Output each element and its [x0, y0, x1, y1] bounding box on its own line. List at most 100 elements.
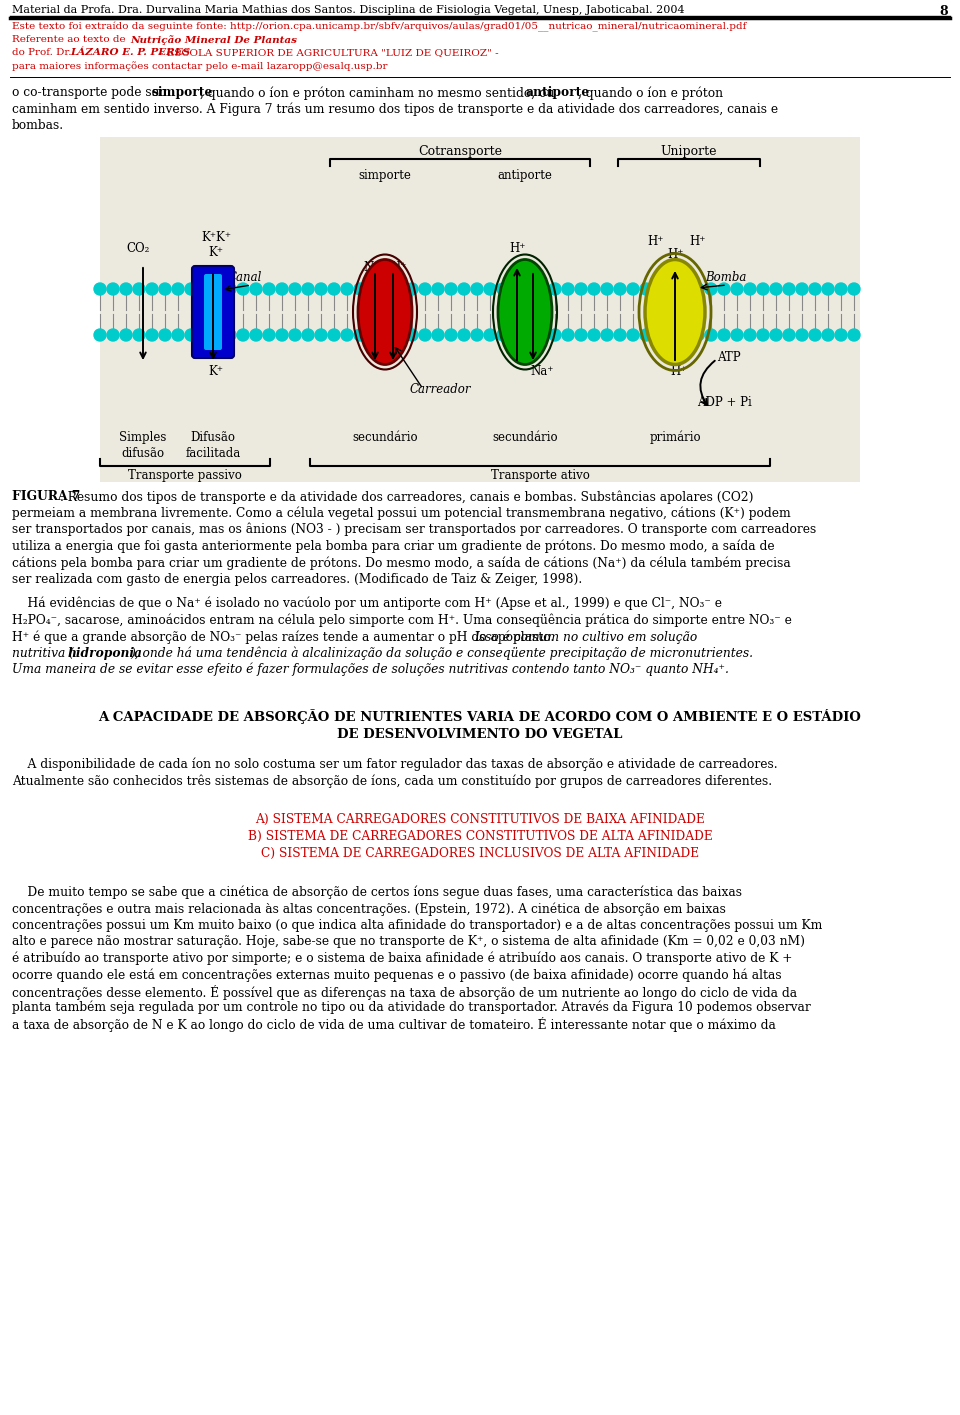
Circle shape	[744, 283, 756, 294]
Circle shape	[133, 330, 145, 341]
Text: ser transportados por canais, mas os ânions (NO3 - ) precisam ser transportados : ser transportados por canais, mas os âni…	[12, 524, 816, 536]
Circle shape	[419, 283, 431, 294]
Text: H⁺: H⁺	[509, 242, 525, 255]
Circle shape	[107, 330, 119, 341]
Text: concentrações desse elemento. É possível que as diferenças na taxa de absorção d: concentrações desse elemento. É possível…	[12, 985, 797, 999]
Circle shape	[289, 283, 301, 294]
Circle shape	[614, 283, 626, 294]
Circle shape	[159, 330, 171, 341]
Text: simporte: simporte	[359, 168, 412, 183]
Circle shape	[406, 283, 418, 294]
Circle shape	[744, 330, 756, 341]
Text: LÁZARO E. P. PERES: LÁZARO E. P. PERES	[70, 48, 190, 57]
Circle shape	[705, 283, 717, 294]
Text: utiliza a energia que foi gasta anteriormente pela bomba para criar um gradiente: utiliza a energia que foi gasta anterior…	[12, 539, 775, 553]
Circle shape	[497, 283, 509, 294]
Circle shape	[809, 283, 821, 294]
Circle shape	[458, 283, 470, 294]
Circle shape	[692, 330, 704, 341]
Text: antiporte: antiporte	[525, 86, 589, 99]
Circle shape	[653, 283, 665, 294]
Circle shape	[796, 330, 808, 341]
Circle shape	[653, 330, 665, 341]
Circle shape	[601, 330, 613, 341]
Circle shape	[692, 283, 704, 294]
Circle shape	[835, 330, 847, 341]
Circle shape	[484, 283, 496, 294]
Circle shape	[224, 283, 236, 294]
Circle shape	[718, 283, 730, 294]
Text: Este texto foi extraído da seguinte fonte: http://orion.cpa.unicamp.br/sbfv/arqu: Este texto foi extraído da seguinte font…	[12, 23, 746, 33]
Circle shape	[445, 283, 457, 294]
Text: Cotransporte: Cotransporte	[418, 144, 502, 158]
Circle shape	[133, 283, 145, 294]
Circle shape	[510, 330, 522, 341]
Circle shape	[315, 330, 327, 341]
Circle shape	[224, 330, 236, 341]
Text: primário: primário	[649, 432, 701, 444]
Circle shape	[640, 283, 652, 294]
Circle shape	[432, 283, 444, 294]
Circle shape	[159, 283, 171, 294]
Circle shape	[588, 283, 600, 294]
Text: planta também seja regulada por um controle no tipo ou da atividade do transport: planta também seja regulada por um contr…	[12, 1000, 811, 1015]
Circle shape	[198, 330, 210, 341]
Circle shape	[796, 283, 808, 294]
Text: H⁺ é que a grande absorção de NO₃⁻ pelas raízes tende a aumentar o pH do apoplas: H⁺ é que a grande absorção de NO₃⁻ pelas…	[12, 630, 558, 644]
Circle shape	[640, 330, 652, 341]
Circle shape	[718, 330, 730, 341]
Circle shape	[315, 283, 327, 294]
Circle shape	[341, 283, 353, 294]
Text: . Resumo dos tipos de transporte e da atividade dos carreadores, canais e bombas: . Resumo dos tipos de transporte e da at…	[60, 490, 754, 504]
Text: H⁺: H⁺	[689, 235, 706, 248]
Text: H⁺: H⁺	[390, 260, 406, 275]
Text: FIGURA 7: FIGURA 7	[12, 490, 81, 502]
Text: H⁺: H⁺	[647, 235, 663, 248]
Circle shape	[354, 330, 366, 341]
Text: Nutrição Mineral De Plantas: Nutrição Mineral De Plantas	[130, 35, 297, 45]
Circle shape	[263, 283, 275, 294]
Circle shape	[757, 330, 769, 341]
Circle shape	[211, 330, 223, 341]
Circle shape	[523, 330, 535, 341]
Circle shape	[380, 330, 392, 341]
Text: Uniporte: Uniporte	[660, 144, 717, 158]
Text: concentrações e outra mais relacionada às altas concentrações. (Epstein, 1972). : concentrações e outra mais relacionada à…	[12, 901, 726, 916]
Text: B) SISTEMA DE CARREGADORES CONSTITUTIVOS DE ALTA AFINIDADE: B) SISTEMA DE CARREGADORES CONSTITUTIVOS…	[248, 829, 712, 842]
Text: ATP: ATP	[717, 351, 740, 364]
Text: concentrações possui um Km muito baixo (o que indica alta afinidade do transport: concentrações possui um Km muito baixo (…	[12, 918, 823, 931]
Circle shape	[250, 283, 262, 294]
Text: CO₂: CO₂	[127, 242, 150, 255]
Ellipse shape	[645, 259, 705, 365]
Text: secundário: secundário	[492, 432, 558, 444]
Circle shape	[848, 330, 860, 341]
Circle shape	[146, 283, 158, 294]
Circle shape	[380, 283, 392, 294]
Circle shape	[211, 283, 223, 294]
Circle shape	[770, 283, 782, 294]
Text: o co-transporte pode ser: o co-transporte pode ser	[12, 86, 169, 99]
Circle shape	[328, 330, 340, 341]
Circle shape	[354, 283, 366, 294]
Text: Simples
difusão: Simples difusão	[119, 432, 167, 460]
Circle shape	[367, 330, 379, 341]
Circle shape	[536, 283, 548, 294]
Text: a taxa de absorção de N e K ao longo do ciclo de vida de uma cultivar de tomatei: a taxa de absorção de N e K ao longo do …	[12, 1017, 776, 1033]
Text: cátions pela bomba para criar um gradiente de prótons. Do mesmo modo, a saída de: cátions pela bomba para criar um gradien…	[12, 556, 791, 569]
Text: ser realizada com gasto de energia pelos carreadores. (Modificado de Taiz & Zeig: ser realizada com gasto de energia pelos…	[12, 573, 583, 586]
Text: bombas.: bombas.	[12, 119, 64, 132]
Circle shape	[445, 330, 457, 341]
Text: simporte: simporte	[152, 86, 213, 99]
Text: caminham em sentido inverso. A Figura 7 trás um resumo dos tipos de transporte e: caminham em sentido inverso. A Figura 7 …	[12, 102, 779, 116]
Bar	[100, 137, 860, 483]
Text: A) SISTEMA CARREGADORES CONSTITUTIVOS DE BAIXA AFINIDADE: A) SISTEMA CARREGADORES CONSTITUTIVOS DE…	[255, 812, 705, 825]
Text: DE DESENVOLVIMENTO DO VEGETAL: DE DESENVOLVIMENTO DO VEGETAL	[337, 727, 623, 740]
Circle shape	[549, 330, 561, 341]
Text: antiporte: antiporte	[497, 168, 552, 183]
Circle shape	[471, 330, 483, 341]
Circle shape	[783, 283, 795, 294]
Circle shape	[185, 330, 197, 341]
Circle shape	[666, 283, 678, 294]
Text: C) SISTEMA DE CARREGADORES INCLUSIVOS DE ALTA AFINIDADE: C) SISTEMA DE CARREGADORES INCLUSIVOS DE…	[261, 846, 699, 859]
Circle shape	[393, 330, 405, 341]
